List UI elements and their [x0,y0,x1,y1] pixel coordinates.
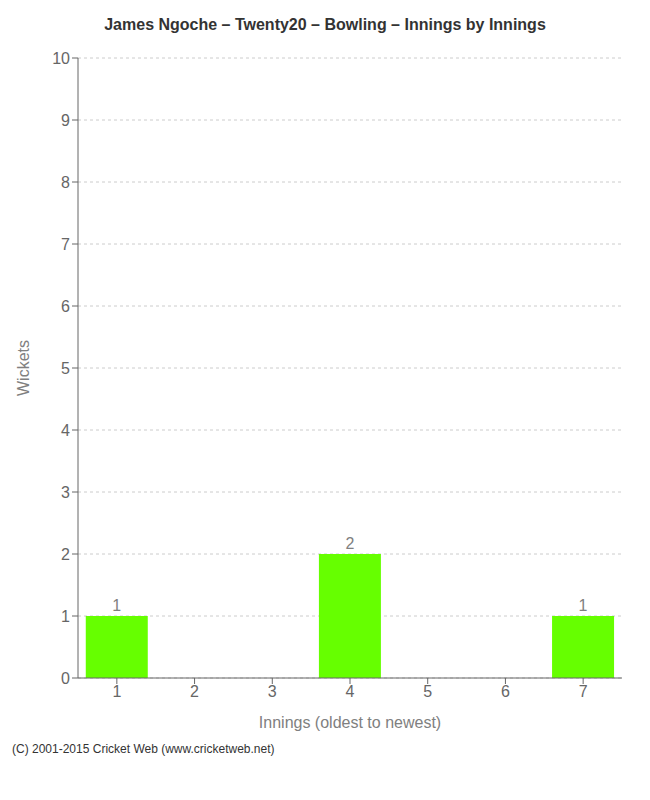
svg-text:5: 5 [61,360,70,377]
html-text:James Ngoche – Twenty20 – Bowl: James Ngoche – Twenty20 – Bowling – Inni… [104,16,546,33]
svg-text:2: 2 [190,683,199,700]
svg-text:1: 1 [112,683,121,700]
svg-text:7: 7 [579,683,588,700]
svg-text:Wickets: Wickets [15,340,32,396]
svg-text:3: 3 [61,484,70,501]
svg-text:10: 10 [52,50,70,67]
svg-text:8: 8 [61,174,70,191]
svg-text:4: 4 [346,683,355,700]
svg-text:2: 2 [61,546,70,563]
svg-text:5: 5 [423,683,432,700]
svg-text:1: 1 [579,597,588,614]
svg-text:1: 1 [112,597,121,614]
svg-text:1: 1 [61,608,70,625]
svg-text:Innings (oldest to newest): Innings (oldest to newest) [259,714,441,731]
svg-text:3: 3 [268,683,277,700]
svg-text:4: 4 [61,422,70,439]
svg-text:6: 6 [61,298,70,315]
html-text:(C) 2001-2015 Cricket Web (www: (C) 2001-2015 Cricket Web (www.cricketwe… [12,742,275,756]
svg-text:7: 7 [61,236,70,253]
svg-text:6: 6 [501,683,510,700]
svg-text:0: 0 [61,670,70,687]
svg-text:9: 9 [61,112,70,129]
svg-text:2: 2 [345,535,354,552]
